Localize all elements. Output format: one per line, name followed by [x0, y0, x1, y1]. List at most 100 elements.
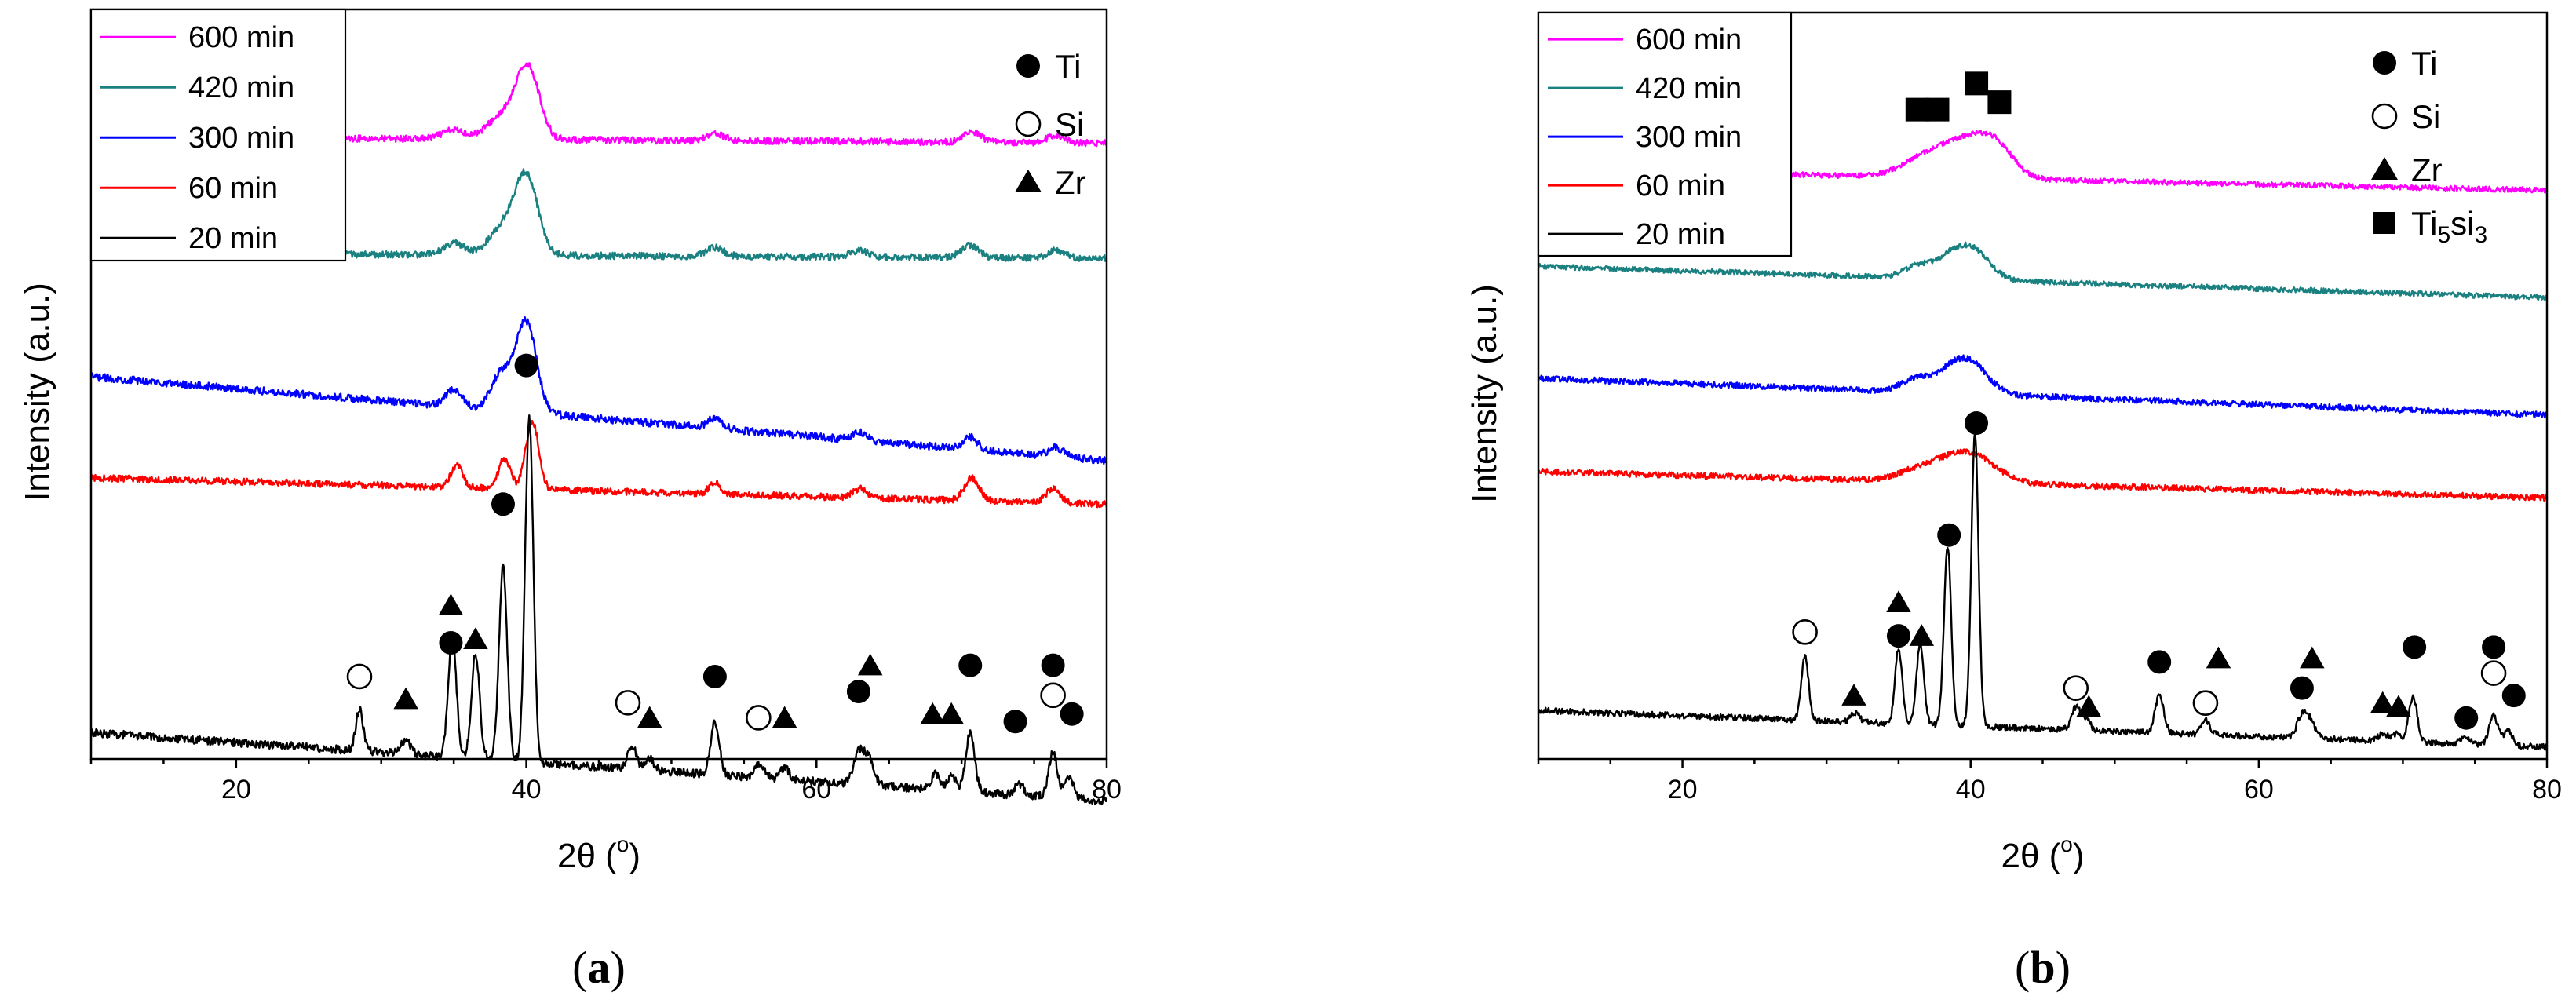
ti5si3-peak-marker [1965, 71, 1989, 96]
ti-peak-marker [702, 664, 727, 688]
si-peak-marker [346, 663, 373, 690]
ti-peak-marker [1003, 710, 1027, 734]
key-label-sub3: 3 [2474, 222, 2487, 248]
panel-label-close: ) [2056, 942, 2071, 993]
y-axis-title: Intensity (a.u.) [18, 283, 57, 502]
x-axis-title: 2θ (o) [2001, 832, 2084, 875]
key-label-sub5: 5 [2437, 222, 2450, 248]
legend-label: 60 min [188, 172, 278, 205]
ti-peak-marker [1041, 653, 1065, 677]
panel-label-open: ( [2015, 942, 2030, 993]
ti-peak-marker [958, 653, 983, 677]
x-tick-label: 80 [1092, 775, 1122, 805]
series-line-60-min [89, 419, 1108, 509]
zr-peak-marker [2300, 646, 2325, 669]
series-line-20-min [1537, 432, 2548, 751]
panel-label-letter: b [2030, 942, 2055, 993]
key-label-zr: Zr [1055, 164, 1086, 201]
x-tick-label: 40 [1956, 775, 1986, 805]
series-line-300-min [89, 316, 1108, 465]
panel-label: (b) [2015, 942, 2071, 993]
si-peak-marker [615, 690, 641, 716]
zr-peak-marker [637, 706, 662, 728]
x-axis-title-degree: o [2060, 832, 2073, 856]
zr-peak-marker [1886, 590, 1911, 613]
x-tick-label: 60 [2244, 775, 2274, 805]
si-peak-marker [2192, 690, 2219, 716]
legend-label: 300 min [1636, 121, 1742, 154]
zr-peak-marker [857, 653, 883, 676]
series-line-20-min [89, 414, 1108, 805]
key-zr-icon [2371, 157, 2398, 180]
x-tick-label: 80 [2532, 775, 2562, 805]
x-axis-title-close: ) [2073, 837, 2085, 875]
legend-label: 300 min [188, 122, 294, 155]
ti-peak-marker [491, 492, 515, 516]
key-zr-icon [1015, 170, 1042, 192]
ti-peak-marker [2482, 635, 2506, 659]
panel-label: (a) [572, 942, 626, 993]
si-peak-marker [2480, 660, 2507, 686]
legend-box [1537, 11, 1793, 257]
panel-label-open: ( [572, 942, 587, 993]
chart-panel-b: 20 40 60 80 2θ (o) Intensity (a.u.) 600 min 420… [1465, 11, 2562, 993]
y-axis-title: Intensity (a.u.) [1465, 284, 1504, 503]
x-axis-title: 2θ (o) [557, 832, 640, 875]
x-axis-title-main: 2θ ( [557, 837, 617, 875]
ti-peak-marker [439, 630, 463, 655]
x-tick-label: 40 [512, 775, 542, 805]
key-ti-icon [2373, 51, 2396, 75]
zr-peak-marker [2076, 695, 2101, 717]
legend-label: 420 min [188, 71, 294, 104]
zr-peak-marker [393, 687, 418, 710]
key-label-ti5si3: Ti5si3 [2411, 205, 2487, 248]
key-ti-icon [1016, 54, 1040, 78]
x-tick-label: 20 [221, 775, 251, 805]
ti-peak-marker [1965, 411, 1989, 436]
ti-peak-marker [1937, 523, 1961, 547]
zr-peak-marker [2206, 646, 2231, 669]
key-ti5si3-icon [2373, 212, 2395, 234]
series-line-300-min [1537, 354, 2549, 419]
ti5si3-peak-marker [1905, 97, 1929, 122]
x-tick-label: 60 [801, 775, 831, 805]
zr-peak-marker [463, 627, 488, 649]
legend: 600 min 420 min 300 min 60 min 20 min [1537, 11, 1793, 257]
x-axis-title-close: ) [629, 837, 640, 875]
ti-peak-marker [1886, 624, 1910, 648]
series-line-420-min [1537, 241, 2549, 301]
legend-label: 20 min [1636, 218, 1725, 251]
zr-peak-marker [2370, 691, 2395, 713]
series-line-60-min [1537, 448, 2549, 502]
key-label-zr: Zr [2411, 151, 2443, 188]
ti-peak-marker [2501, 684, 2526, 708]
legend-label: 60 min [1636, 170, 1725, 202]
si-peak-marker [1040, 682, 1066, 709]
si-peak-marker [746, 705, 772, 731]
zr-peak-marker [1909, 624, 1935, 646]
ti-peak-marker [2454, 706, 2479, 730]
si-peak-marker [2063, 675, 2089, 701]
x-tick-label: 20 [1668, 775, 1698, 805]
legend: 600 min 420 min 300 min 60 min 20 min [89, 8, 347, 262]
ti-peak-marker [2290, 676, 2314, 700]
si-peak-marker [1792, 619, 1818, 645]
zr-peak-marker [438, 593, 464, 615]
key-label-si: si [2450, 205, 2474, 242]
chart-panel-a: 20 40 60 80 2θ (o) Intensity (a.u.) 600 min 420… [18, 8, 1122, 993]
ti5si3-peak-marker [1987, 90, 2012, 115]
ti-peak-marker [1060, 702, 1084, 726]
x-axis-title-main: 2θ ( [2001, 837, 2060, 875]
key-label-si: Si [1055, 106, 1084, 143]
key-si-icon [2371, 103, 2398, 130]
ti-peak-marker [846, 680, 870, 704]
zr-peak-marker [2386, 695, 2411, 717]
panel-label-letter: a [588, 942, 611, 993]
zr-peak-marker [920, 702, 945, 724]
legend-label: 600 min [188, 21, 294, 54]
key-si-icon [1015, 111, 1042, 137]
x-axis-title-degree: o [617, 832, 629, 856]
legend-box [89, 8, 347, 262]
ti5si3-peak-marker [1925, 97, 1950, 122]
